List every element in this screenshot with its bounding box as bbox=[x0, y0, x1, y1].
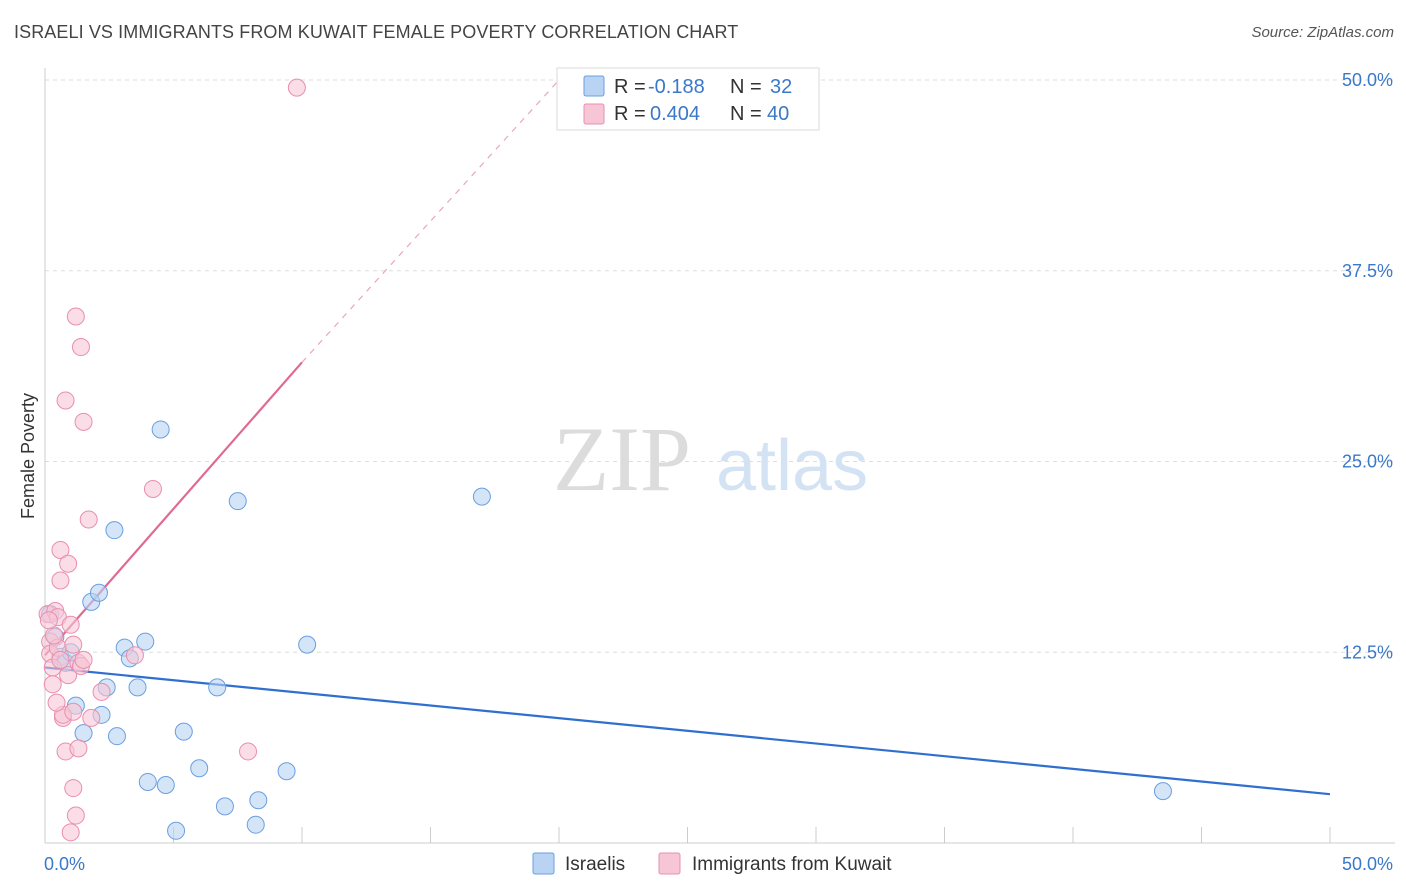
legend-n-value-1: 32 bbox=[770, 76, 792, 98]
y-tick-label-1: 25.0% bbox=[1342, 452, 1393, 472]
point-israelis-22 bbox=[190, 759, 209, 778]
point-israelis-19 bbox=[156, 776, 175, 795]
point-kuwait-8 bbox=[51, 650, 70, 669]
bottom-legend-swatch-israelis bbox=[532, 852, 555, 875]
chart-title: ISRAELI VS IMMIGRANTS FROM KUWAIT FEMALE… bbox=[14, 22, 739, 42]
scatter-points bbox=[38, 78, 1172, 842]
bottom-legend-label-kuwait: Immigrants from Kuwait bbox=[692, 854, 892, 875]
trend-line-kuwait bbox=[44, 361, 303, 657]
point-israelis-15 bbox=[128, 678, 147, 697]
point-kuwait-22 bbox=[66, 806, 85, 825]
point-kuwait-29 bbox=[74, 650, 93, 669]
y-axis-title: Female Poverty bbox=[18, 393, 38, 519]
point-kuwait-15 bbox=[59, 666, 78, 685]
point-kuwait-30 bbox=[79, 510, 98, 529]
point-kuwait-21 bbox=[64, 635, 83, 654]
trend-line-israelis bbox=[44, 666, 1331, 796]
point-kuwait-35 bbox=[239, 742, 258, 761]
point-israelis-31 bbox=[1153, 782, 1172, 801]
legend-r-label-2: R = bbox=[614, 103, 646, 125]
point-kuwait-18 bbox=[61, 823, 80, 842]
point-kuwait-36 bbox=[287, 78, 306, 97]
point-kuwait-9 bbox=[51, 571, 70, 590]
bottom-legend-label-israelis: Israelis bbox=[565, 854, 625, 875]
grid-lines bbox=[45, 79, 1395, 653]
point-israelis-11 bbox=[105, 521, 124, 540]
watermark: ZIP atlas bbox=[553, 408, 868, 510]
point-israelis-28 bbox=[277, 762, 296, 781]
legend-swatch-kuwait bbox=[583, 103, 605, 125]
point-israelis-8 bbox=[89, 583, 108, 602]
y-tick-label-0: 12.5% bbox=[1342, 642, 1393, 662]
point-israelis-30 bbox=[472, 487, 491, 506]
point-israelis-18 bbox=[151, 420, 170, 439]
point-kuwait-28 bbox=[74, 412, 93, 431]
legend-swatch-israelis bbox=[583, 75, 605, 97]
point-kuwait-37 bbox=[44, 626, 63, 645]
point-israelis-27 bbox=[249, 791, 268, 810]
top-legend: R = -0.188 N = 32 R = 0.404 N = 40 bbox=[556, 67, 820, 131]
y-tick-labels: 12.5% 25.0% 37.5% 50.0% bbox=[1342, 70, 1393, 662]
point-israelis-25 bbox=[228, 492, 247, 511]
point-kuwait-16 bbox=[59, 554, 78, 573]
point-kuwait-4 bbox=[43, 675, 62, 694]
point-israelis-24 bbox=[215, 797, 234, 816]
point-kuwait-19 bbox=[64, 702, 83, 721]
bottom-legend: Israelis Immigrants from Kuwait bbox=[532, 852, 892, 875]
trend-extension-kuwait bbox=[301, 79, 560, 363]
watermark-atlas: atlas bbox=[716, 426, 868, 506]
point-kuwait-17 bbox=[61, 615, 80, 634]
legend-n-label-1: N = bbox=[730, 76, 762, 98]
point-israelis-23 bbox=[208, 678, 227, 697]
legend-n-value-2: 40 bbox=[767, 103, 789, 125]
x-tick-labels: 0.0% 50.0% bbox=[44, 854, 1393, 874]
point-kuwait-13 bbox=[56, 391, 75, 410]
legend-r-value-2: 0.404 bbox=[650, 103, 700, 125]
x-tick-label-0: 0.0% bbox=[44, 854, 85, 874]
x-tick-label-1: 50.0% bbox=[1342, 854, 1393, 874]
legend-r-value-1: -0.188 bbox=[648, 76, 705, 98]
point-israelis-17 bbox=[138, 772, 157, 791]
point-kuwait-39 bbox=[47, 693, 66, 712]
point-israelis-29 bbox=[298, 635, 317, 654]
source-label: Source: ZipAtlas.com bbox=[1251, 24, 1394, 41]
legend-r-label-1: R = bbox=[614, 76, 646, 98]
axes bbox=[44, 68, 1395, 844]
point-kuwait-24 bbox=[69, 739, 88, 758]
y-tick-label-2: 37.5% bbox=[1342, 261, 1393, 281]
point-israelis-21 bbox=[174, 722, 193, 741]
point-kuwait-31 bbox=[82, 708, 101, 727]
point-kuwait-34 bbox=[143, 479, 162, 498]
legend-n-label-2: N = bbox=[730, 103, 762, 125]
bottom-legend-swatch-kuwait bbox=[658, 852, 681, 875]
point-israelis-6 bbox=[74, 724, 93, 743]
point-israelis-16 bbox=[136, 632, 155, 651]
watermark-zip: ZIP bbox=[553, 408, 691, 510]
point-kuwait-38 bbox=[39, 611, 58, 630]
point-kuwait-27 bbox=[71, 338, 90, 357]
point-kuwait-33 bbox=[125, 646, 144, 665]
point-kuwait-10 bbox=[51, 541, 70, 560]
point-israelis-26 bbox=[246, 815, 265, 834]
point-kuwait-32 bbox=[92, 682, 111, 701]
point-kuwait-20 bbox=[64, 779, 83, 798]
point-israelis-12 bbox=[107, 727, 126, 746]
point-kuwait-23 bbox=[66, 307, 85, 326]
point-israelis-20 bbox=[167, 821, 186, 840]
y-tick-label-3: 50.0% bbox=[1342, 70, 1393, 90]
